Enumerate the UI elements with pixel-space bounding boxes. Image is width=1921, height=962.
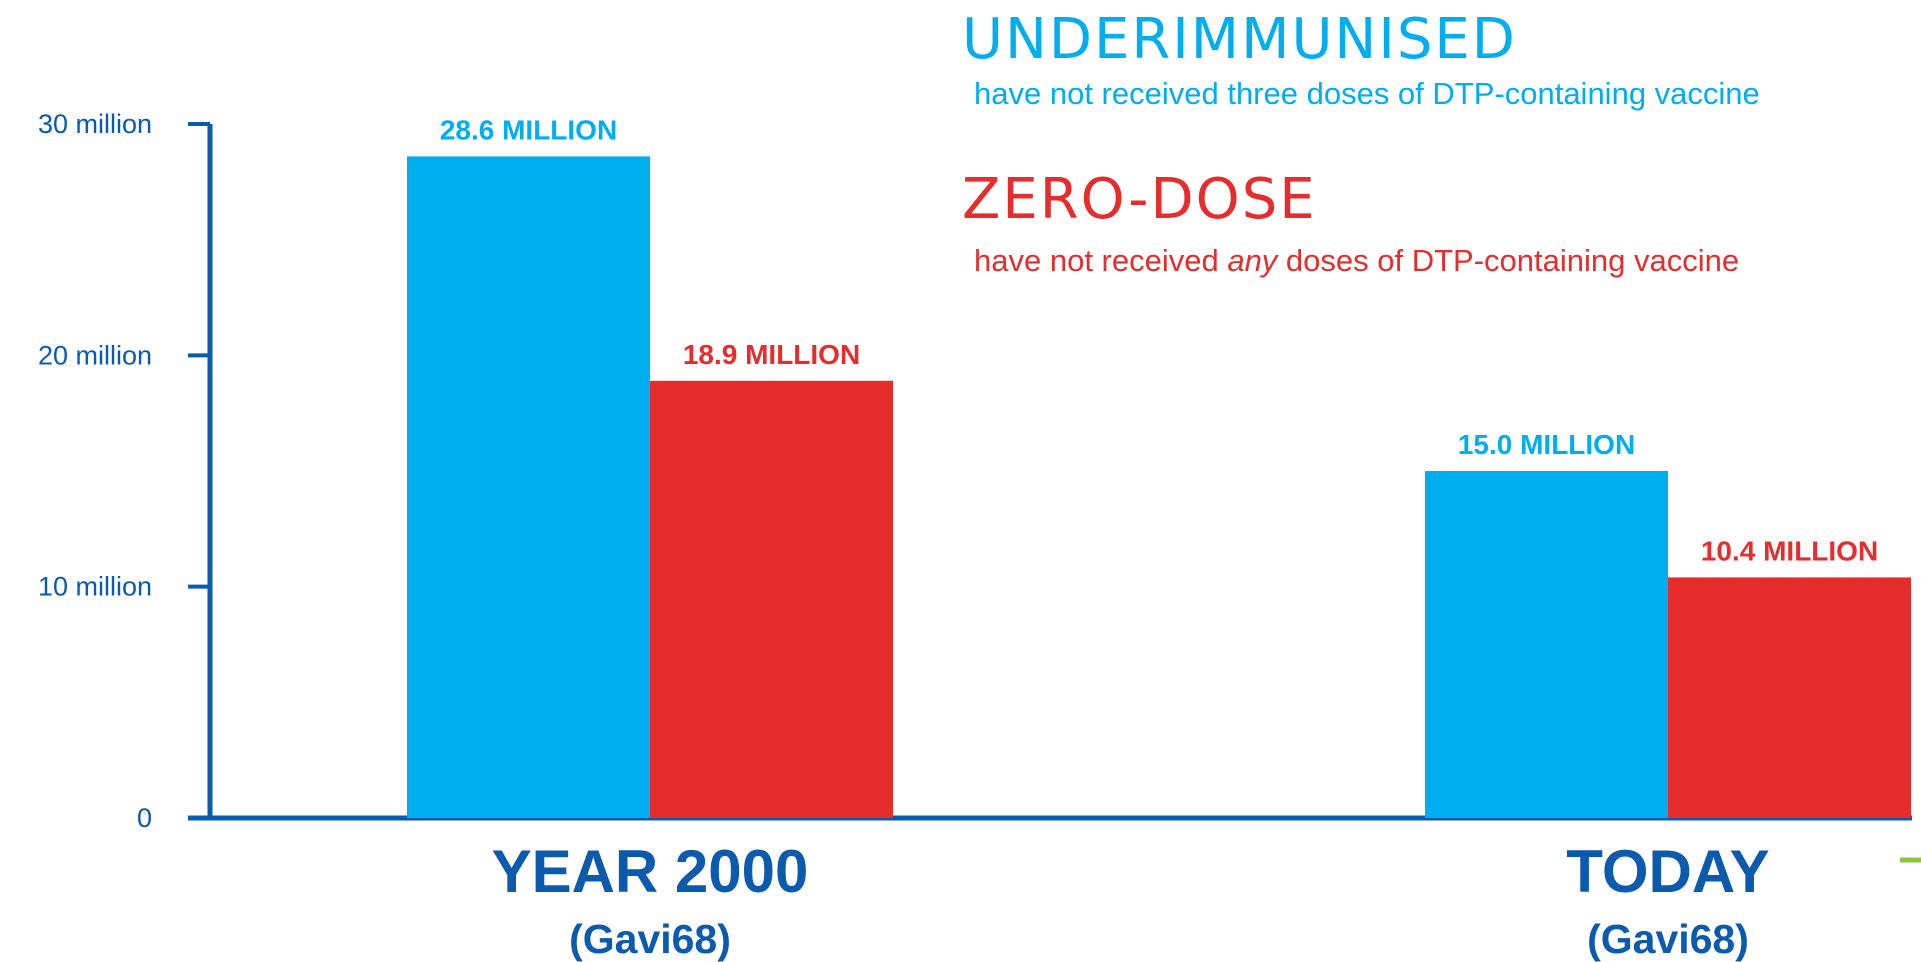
y-tick-label: 0 xyxy=(137,803,152,833)
legend-zero-dose-desc-part-2: doses of DTP-containing vaccine xyxy=(1277,243,1740,278)
data-label: 10.4 MILLION xyxy=(1701,535,1878,566)
x-tick-label: YEAR 2000 xyxy=(492,838,809,905)
bar xyxy=(1668,577,1911,818)
y-tick-label: 30 million xyxy=(38,109,152,139)
bar xyxy=(650,380,893,818)
y-tick-label: 20 million xyxy=(38,340,152,370)
data-label: 15.0 MILLION xyxy=(1458,429,1635,460)
data-label: 18.9 MILLION xyxy=(683,339,860,370)
legend-zero-dose-desc-part-1: have not received xyxy=(974,243,1228,278)
bars xyxy=(407,156,1911,819)
x-tick-label: TODAY xyxy=(1566,838,1769,905)
bar xyxy=(407,156,650,819)
data-label: 28.6 MILLION xyxy=(440,114,617,145)
legend-underimmunised-title: UNDERIMMUNISED xyxy=(962,7,1517,72)
x-tick-sublabel: (Gavi68) xyxy=(1587,916,1749,962)
legend-zero-dose-description: have not received any doses of DTP-conta… xyxy=(974,245,1739,276)
labels: 0 10 million 20 million 30 million 28.6 MILL… xyxy=(38,109,1878,962)
legend-zero-dose-title: ZERO-DOSE xyxy=(962,167,1317,232)
legend-underimmunised-description: have not received three doses of DTP-con… xyxy=(974,76,1760,111)
y-tick-label: 10 million xyxy=(38,572,152,602)
bar xyxy=(1425,471,1668,818)
x-tick-sublabel: (Gavi68) xyxy=(569,916,731,962)
legend-zero-dose-desc-emphasis: any xyxy=(1227,243,1278,278)
